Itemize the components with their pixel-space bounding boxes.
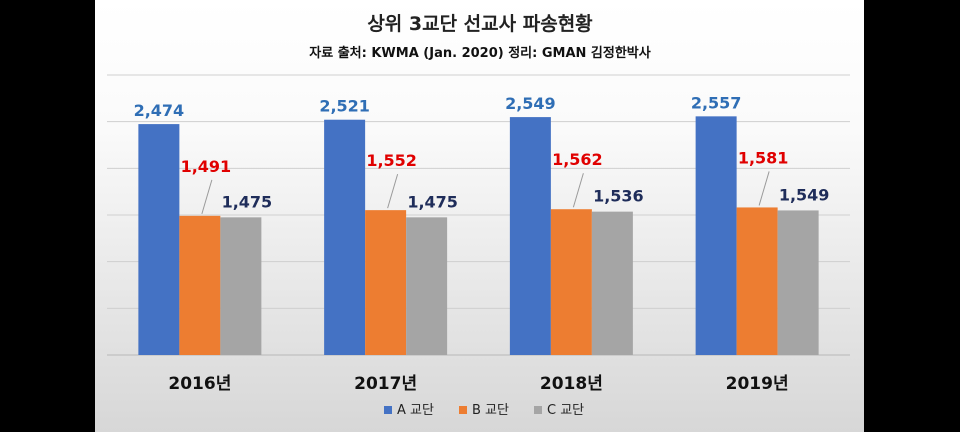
bar-3-2 (406, 217, 448, 355)
bar-1-2 (324, 119, 366, 355)
legend-swatch (459, 406, 467, 414)
chart-subtitle: 자료 출처: KWMA (Jan. 2020) 정리: GMAN 김정한박사 (309, 45, 651, 61)
bar-1-3 (509, 117, 551, 356)
data-labels: 2,474 1,491 1,475 2,521 1,552 1,475 2,549 1,562… (134, 93, 830, 214)
legend: A 교단 B 교단 C 교단 (384, 403, 584, 418)
legend-label: B 교단 (472, 403, 509, 418)
bar-2-2 (365, 210, 407, 355)
bar-chart: 상위 3교단 선교사 파송현황 자료 출처: KWMA (Jan. 2020) … (107, 12, 850, 418)
bar-2-3 (550, 209, 592, 355)
chart-area: 상위 3교단 선교사 파송현황 자료 출처: KWMA (Jan. 2020) … (95, 0, 864, 432)
bar-3-1 (220, 217, 262, 355)
label-leader-line (572, 173, 584, 208)
chart-title: 상위 3교단 선교사 파송현황 (367, 12, 593, 35)
legend-swatch (384, 406, 392, 414)
data-label-3-2: 1,475 (407, 192, 458, 211)
data-label-1-3: 2,549 (505, 94, 556, 113)
bar-2-4 (736, 207, 778, 355)
bar-3-4 (777, 210, 819, 355)
category-label: 2019년 (726, 374, 789, 394)
bar-2-1 (179, 215, 221, 355)
category-label: 2017년 (354, 374, 417, 394)
bar-1-1 (138, 124, 180, 356)
data-label-2-4: 1,581 (738, 148, 789, 167)
data-label-1-1: 2,474 (134, 101, 185, 120)
legend-label: C 교단 (547, 403, 584, 418)
legend-swatch (534, 406, 542, 414)
bar-1-4 (695, 116, 737, 355)
category-labels: 2016년 2017년 2018년 2019년 (168, 374, 788, 394)
bars (138, 116, 819, 356)
label-leader-line (387, 174, 399, 209)
data-label-1-2: 2,521 (319, 97, 370, 116)
data-label-1-4: 2,557 (691, 93, 742, 112)
data-label-2-3: 1,562 (552, 150, 603, 169)
legend-label: A 교단 (397, 403, 434, 418)
data-label-3-3: 1,536 (593, 187, 644, 206)
category-label: 2016년 (168, 374, 231, 394)
label-leader-line (758, 171, 770, 206)
category-label: 2018년 (540, 374, 603, 394)
bar-3-3 (591, 211, 633, 355)
data-label-2-1: 1,491 (181, 157, 232, 176)
data-label-3-1: 1,475 (222, 192, 273, 211)
data-label-2-2: 1,552 (366, 151, 417, 170)
data-label-3-4: 1,549 (779, 185, 830, 204)
label-leader-line (201, 179, 213, 214)
